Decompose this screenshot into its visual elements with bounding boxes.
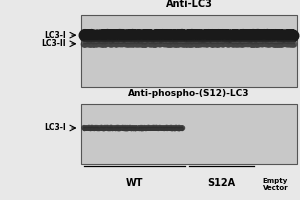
Text: LC3-I: LC3-I bbox=[44, 31, 66, 40]
Text: Empty
Vector: Empty Vector bbox=[262, 178, 288, 191]
Text: WT: WT bbox=[126, 178, 143, 188]
FancyBboxPatch shape bbox=[81, 15, 297, 87]
Text: S12A: S12A bbox=[207, 178, 236, 188]
Text: Anti-phospho-(S12)-LC3: Anti-phospho-(S12)-LC3 bbox=[128, 89, 250, 98]
Text: LC3-II: LC3-II bbox=[41, 39, 66, 48]
Text: Anti-LC3: Anti-LC3 bbox=[166, 0, 212, 9]
Text: LC3-I: LC3-I bbox=[44, 123, 66, 132]
FancyBboxPatch shape bbox=[81, 104, 297, 164]
